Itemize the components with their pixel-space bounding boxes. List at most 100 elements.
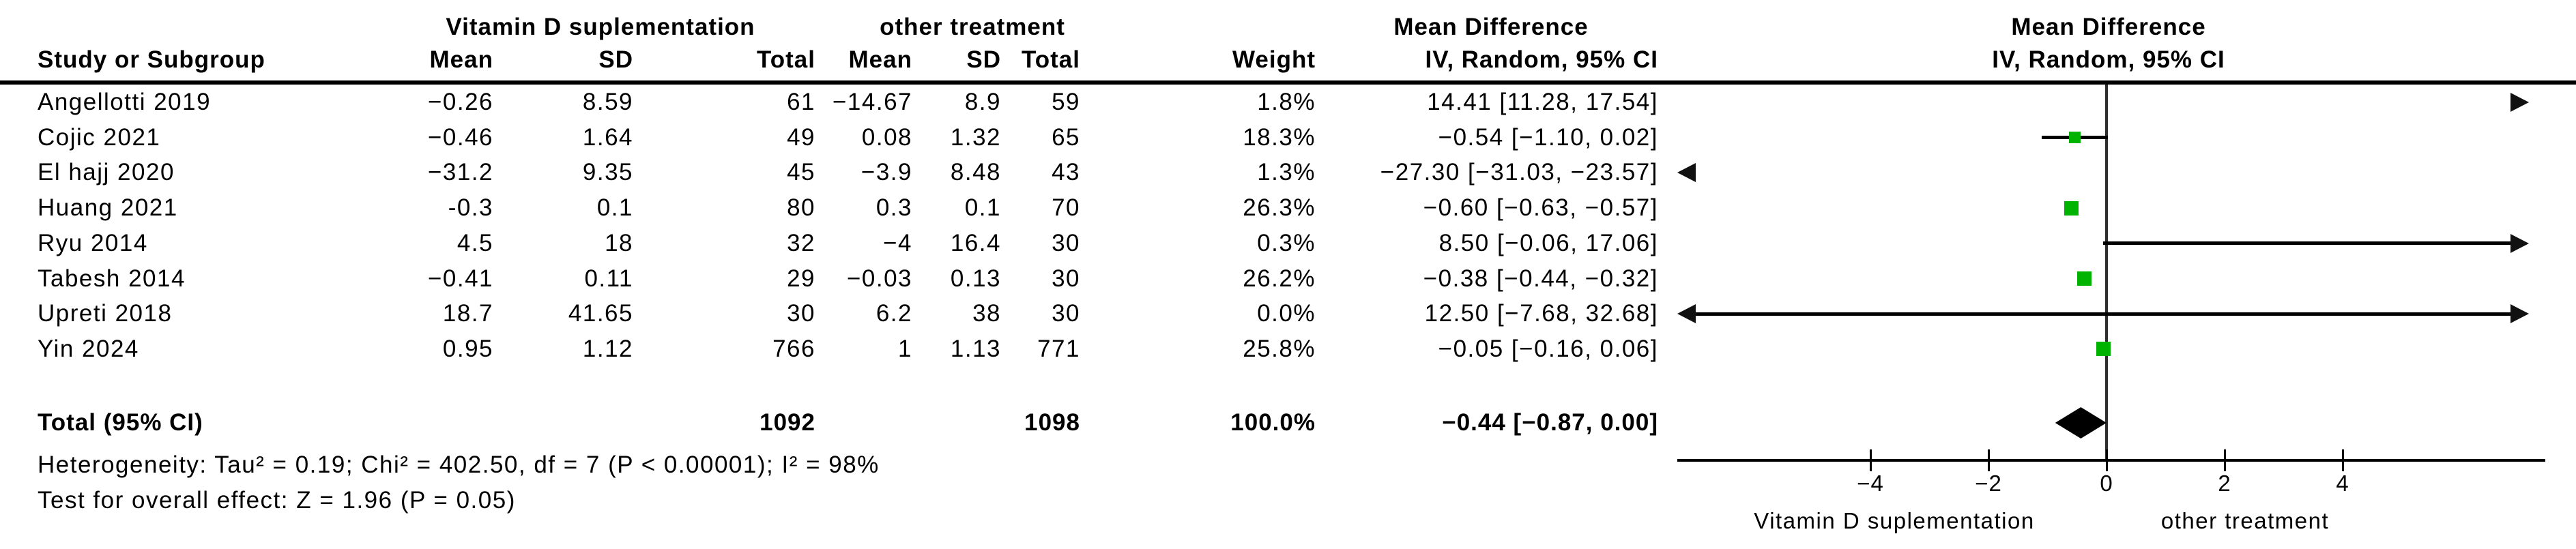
cell-total1: 30 <box>787 300 815 327</box>
cell-sd1: 9.35 <box>582 159 633 186</box>
cell-ci_text: −0.38 [−0.44, −0.32] <box>1423 265 1658 292</box>
effect-square-marker <box>2064 201 2079 216</box>
effect-square-marker <box>2096 342 2111 357</box>
cell-mean2: −0.03 <box>846 265 912 292</box>
cell-sd2: 16.4 <box>950 230 1001 256</box>
cell-mean2: −3.9 <box>860 159 912 186</box>
cell-total2: 771 <box>1037 336 1080 362</box>
axis-label-left: Vitamin D suplementation <box>1754 508 2035 533</box>
group2-header: other treatment <box>880 14 1065 40</box>
axis-label-right: other treatment <box>2160 508 2330 533</box>
cell-sd2: 0.13 <box>950 265 1001 292</box>
study-label: Tabesh 2014 <box>38 265 186 292</box>
cell-mean2: 1 <box>898 336 912 362</box>
cell-mean2: −4 <box>883 230 912 256</box>
cell-total1: 61 <box>787 89 815 115</box>
total-row-n1: 1092 <box>759 409 815 436</box>
cell-mean2: 0.3 <box>875 194 912 221</box>
heterogeneity-footnote: Heterogeneity: Tau² = 0.19; Chi² = 402.5… <box>38 451 880 478</box>
cell-mean2: −14.67 <box>832 89 912 115</box>
overall-effect-footnote: Test for overall effect: Z = 1.96 (P = 0… <box>38 487 516 514</box>
cell-total2: 70 <box>1052 194 1080 221</box>
axis-tick <box>2223 449 2226 471</box>
cell-mean2: 0.08 <box>861 124 912 151</box>
effect-square-marker <box>2076 271 2092 286</box>
cell-ci_text: −0.60 [−0.63, −0.57] <box>1423 194 1658 221</box>
axis-tick <box>2341 449 2344 471</box>
cell-total1: 45 <box>787 159 815 186</box>
confidence-interval-line <box>1693 312 2520 316</box>
study-label: Ryu 2014 <box>38 230 148 256</box>
offscale-right-arrow-icon <box>2510 233 2529 253</box>
cell-mean1: 4.5 <box>457 230 493 256</box>
study-label: Huang 2021 <box>38 194 178 221</box>
cell-sd2: 1.13 <box>950 336 1001 362</box>
cell-mean1: 0.95 <box>442 336 493 362</box>
column-header-total2: Total <box>1021 46 1080 73</box>
zero-reference-line <box>2105 85 2108 460</box>
cell-ci_text: 8.50 [−0.06, 17.06] <box>1438 230 1658 256</box>
effect-column-header: Mean Difference <box>1393 14 1589 40</box>
study-label: Upreti 2018 <box>38 300 173 327</box>
cell-ci_text: −27.30 [−31.03, −23.57] <box>1380 159 1658 186</box>
total-row-ci: −0.44 [−0.87, 0.00] <box>1442 409 1658 436</box>
offscale-left-arrow-icon <box>1677 304 1696 324</box>
cell-sd2: 38 <box>972 300 1001 327</box>
axis-tick-label: 4 <box>2336 471 2349 496</box>
cell-total1: 80 <box>787 194 815 221</box>
cell-total1: 29 <box>787 265 815 292</box>
column-header-mean2: Mean <box>848 46 912 73</box>
cell-sd1: 41.65 <box>568 300 633 327</box>
pooled-diamond-marker <box>2055 407 2107 439</box>
cell-mean1: -0.3 <box>448 194 493 221</box>
cell-weight: 26.2% <box>1243 265 1316 292</box>
cell-sd2: 8.48 <box>950 159 1001 186</box>
cell-total2: 59 <box>1052 89 1080 115</box>
offscale-left-arrow-icon <box>1677 163 1696 183</box>
study-label: Angellotti 2019 <box>38 89 212 115</box>
total-row-weight: 100.0% <box>1230 409 1316 436</box>
study-label: Cojic 2021 <box>38 124 161 151</box>
column-header-sd2: SD <box>966 46 1001 73</box>
cell-weight: 1.8% <box>1257 89 1316 115</box>
column-header-study: Study or Subgroup <box>38 46 265 73</box>
confidence-interval-line <box>2102 241 2520 246</box>
cell-weight: 0.0% <box>1257 300 1316 327</box>
total-row-n2: 1098 <box>1024 409 1080 436</box>
cell-weight: 25.8% <box>1243 336 1316 362</box>
cell-sd2: 0.1 <box>964 194 1001 221</box>
cell-ci_text: 14.41 [11.28, 17.54] <box>1427 89 1658 115</box>
total-row-label: Total (95% CI) <box>38 409 203 436</box>
cell-mean1: −31.2 <box>427 159 493 186</box>
cell-total2: 43 <box>1052 159 1080 186</box>
cell-sd1: 0.11 <box>584 265 633 292</box>
column-header-total1: Total <box>756 46 815 73</box>
cell-sd2: 1.32 <box>950 124 1001 151</box>
axis-tick-label: −4 <box>1857 471 1884 496</box>
cell-total2: 65 <box>1052 124 1080 151</box>
cell-sd1: 18 <box>605 230 633 256</box>
header-rule <box>0 80 2576 85</box>
offscale-right-arrow-icon <box>2510 93 2529 112</box>
axis-tick <box>1869 449 1872 471</box>
column-header-weight: Weight <box>1232 46 1316 73</box>
group1-header: Vitamin D suplementation <box>446 14 755 40</box>
cell-ci_text: −0.54 [−1.10, 0.02] <box>1438 124 1658 151</box>
axis-tick <box>1987 449 1990 471</box>
cell-sd1: 8.59 <box>582 89 633 115</box>
cell-mean1: 18.7 <box>442 300 493 327</box>
cell-weight: 1.3% <box>1257 159 1316 186</box>
axis-tick-label: 2 <box>2218 471 2231 496</box>
cell-sd2: 8.9 <box>964 89 1001 115</box>
cell-sd1: 1.64 <box>582 124 633 151</box>
offscale-right-arrow-icon <box>2510 304 2529 324</box>
cell-mean1: −0.41 <box>427 265 493 292</box>
cell-mean2: 6.2 <box>875 300 912 327</box>
cell-total2: 30 <box>1052 265 1080 292</box>
column-header-mean1: Mean <box>429 46 493 73</box>
cell-sd1: 0.1 <box>596 194 633 221</box>
cell-ci_text: −0.05 [−0.16, 0.06] <box>1438 336 1658 362</box>
plot-subheader: IV, Random, 95% CI <box>1992 46 2225 73</box>
cell-total1: 766 <box>772 336 815 362</box>
